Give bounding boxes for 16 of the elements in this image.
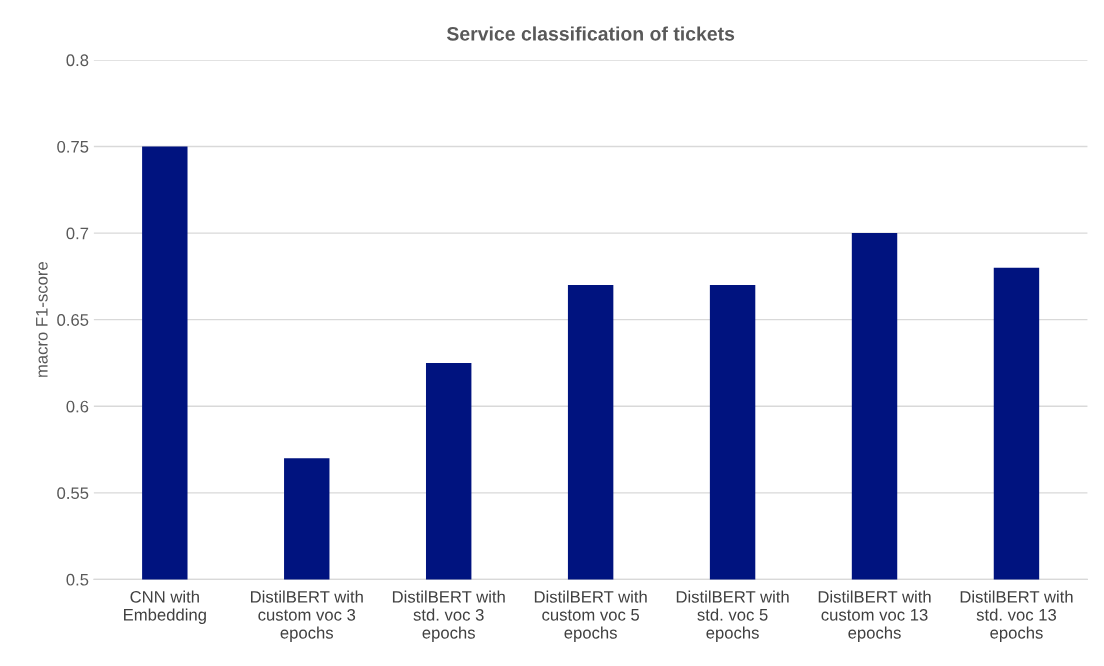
x-tick-label: DistilBERT with custom voc 13 epochs bbox=[818, 590, 931, 642]
x-tick-label: DistilBERT with std. voc 13 epochs bbox=[960, 590, 1073, 642]
y-tick-label: 0.6 bbox=[66, 400, 89, 413]
y-axis-title: macro F1-score bbox=[36, 262, 48, 377]
x-tick-label: DistilBERT with std. voc 3 epochs bbox=[392, 590, 505, 642]
y-tick-label: 0.8 bbox=[66, 54, 89, 67]
x-tick-label: DistilBERT with custom voc 5 epochs bbox=[534, 590, 647, 642]
x-tick-label: DistilBERT with custom voc 3 epochs bbox=[251, 590, 363, 642]
y-tick-label: 0.75 bbox=[57, 140, 89, 153]
y-tick-label: 0.5 bbox=[66, 573, 89, 586]
y-tick-label: 0.65 bbox=[57, 314, 89, 326]
x-tick-label: DistilBERT with std. voc 5 epochs bbox=[676, 590, 789, 642]
y-tick-label: 0.7 bbox=[66, 227, 89, 240]
y-tick-label: 0.55 bbox=[57, 487, 89, 500]
x-tick-label: CNN with Embedding bbox=[124, 590, 206, 625]
chart-title: Service classification of tickets bbox=[446, 26, 735, 41]
